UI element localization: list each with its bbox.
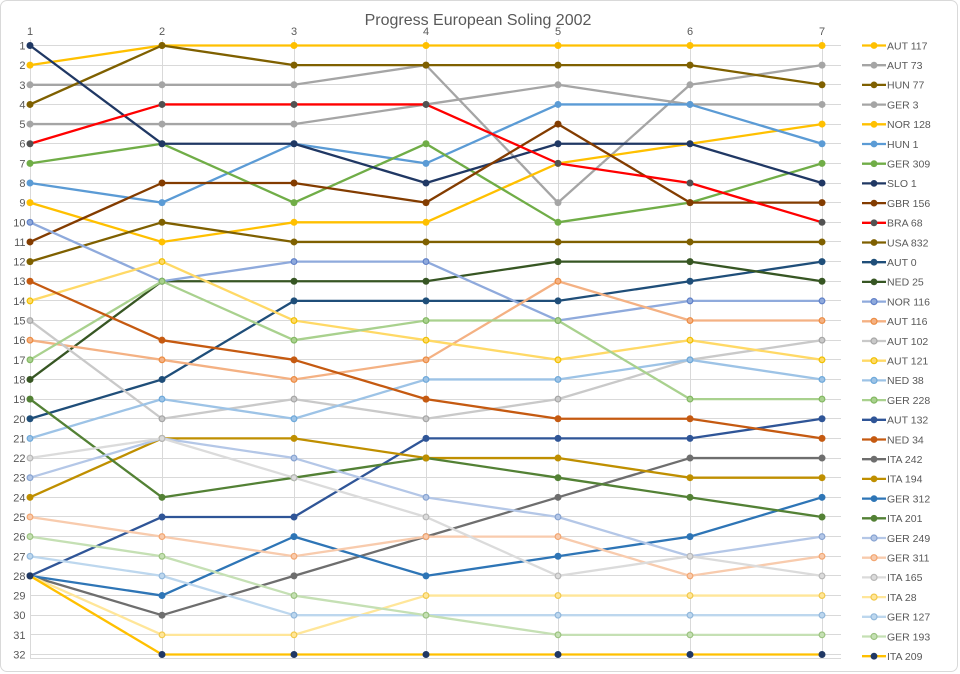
- svg-text:7: 7: [819, 26, 825, 38]
- svg-text:3: 3: [291, 26, 297, 38]
- svg-text:25: 25: [13, 512, 25, 524]
- svg-text:ITA 201: ITA 201: [887, 513, 923, 525]
- svg-text:ITA 165: ITA 165: [887, 572, 923, 584]
- svg-text:1: 1: [27, 26, 33, 38]
- svg-text:AUT 102: AUT 102: [887, 336, 928, 348]
- svg-text:NOR 128: NOR 128: [887, 119, 931, 131]
- svg-text:GER 228: GER 228: [887, 395, 930, 407]
- svg-text:GER 249: GER 249: [887, 533, 930, 545]
- svg-text:9: 9: [19, 198, 25, 210]
- svg-text:18: 18: [13, 375, 25, 387]
- svg-text:6: 6: [687, 26, 693, 38]
- svg-text:14: 14: [13, 296, 25, 308]
- svg-text:NED 25: NED 25: [887, 277, 924, 289]
- svg-text:AUT 116: AUT 116: [887, 316, 928, 328]
- svg-text:30: 30: [13, 610, 25, 622]
- svg-text:AUT 117: AUT 117: [887, 40, 928, 52]
- svg-text:5: 5: [19, 119, 25, 131]
- svg-text:19: 19: [13, 394, 25, 406]
- svg-text:11: 11: [14, 237, 25, 249]
- svg-text:GER 309: GER 309: [887, 159, 930, 171]
- svg-text:12: 12: [13, 257, 25, 269]
- svg-text:10: 10: [13, 217, 25, 229]
- svg-text:HUN 77: HUN 77: [887, 80, 925, 92]
- svg-text:26: 26: [13, 532, 25, 544]
- svg-text:24: 24: [13, 492, 25, 504]
- svg-text:1: 1: [19, 41, 25, 53]
- svg-text:GER 312: GER 312: [887, 493, 930, 505]
- svg-text:NED 38: NED 38: [887, 375, 924, 387]
- svg-text:2: 2: [19, 60, 25, 72]
- svg-text:ITA 242: ITA 242: [887, 454, 923, 466]
- svg-text:22: 22: [13, 453, 25, 465]
- svg-text:SLO 1: SLO 1: [887, 178, 917, 190]
- svg-text:32: 32: [13, 650, 25, 662]
- svg-text:8: 8: [19, 178, 25, 190]
- svg-text:GER 3: GER 3: [887, 99, 919, 111]
- svg-text:HUN 1: HUN 1: [887, 139, 919, 151]
- svg-text:13: 13: [13, 276, 25, 288]
- svg-text:NOR 116: NOR 116: [887, 296, 930, 308]
- svg-text:ITA 209: ITA 209: [887, 651, 923, 663]
- svg-text:31: 31: [13, 630, 25, 642]
- svg-text:23: 23: [13, 473, 25, 485]
- svg-text:ITA 28: ITA 28: [887, 592, 917, 604]
- svg-text:4: 4: [423, 26, 429, 38]
- svg-text:AUT 73: AUT 73: [887, 60, 923, 72]
- svg-text:GBR 156: GBR 156: [887, 198, 930, 210]
- svg-text:17: 17: [13, 355, 25, 367]
- svg-text:16: 16: [13, 335, 25, 347]
- svg-text:NED 34: NED 34: [887, 434, 924, 446]
- svg-text:5: 5: [555, 26, 561, 38]
- svg-text:Progress European Soling 2002: Progress European Soling 2002: [365, 12, 592, 29]
- svg-text:ITA 194: ITA 194: [887, 474, 923, 486]
- svg-text:27: 27: [13, 551, 25, 563]
- svg-text:AUT 0: AUT 0: [887, 257, 917, 269]
- svg-text:AUT 121: AUT 121: [887, 356, 928, 368]
- svg-text:GER 193: GER 193: [887, 631, 930, 643]
- svg-text:3: 3: [19, 80, 25, 92]
- svg-text:28: 28: [13, 571, 25, 583]
- svg-text:20: 20: [13, 414, 25, 426]
- svg-text:GER 127: GER 127: [887, 612, 930, 624]
- svg-text:AUT 132: AUT 132: [887, 415, 928, 427]
- svg-text:GER 311: GER 311: [887, 553, 930, 565]
- svg-text:2: 2: [159, 26, 165, 38]
- svg-text:6: 6: [19, 139, 25, 151]
- svg-text:21: 21: [13, 433, 25, 445]
- svg-text:15: 15: [13, 316, 25, 328]
- svg-text:7: 7: [19, 158, 25, 170]
- svg-text:4: 4: [19, 99, 25, 111]
- svg-text:29: 29: [13, 591, 25, 603]
- svg-text:USA 832: USA 832: [887, 237, 929, 249]
- svg-text:BRA 68: BRA 68: [887, 218, 923, 230]
